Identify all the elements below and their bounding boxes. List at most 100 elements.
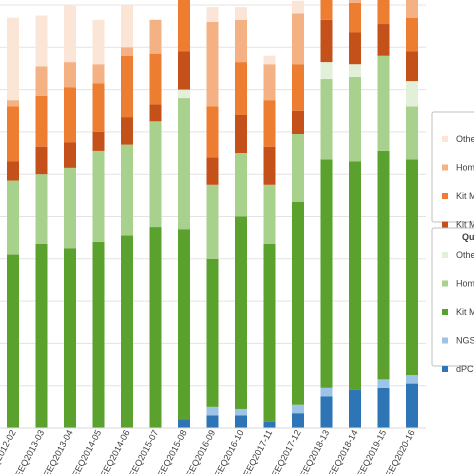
bar-segment (235, 415, 247, 428)
bar-segment (235, 7, 247, 20)
bar-segment (235, 153, 247, 217)
bar-segment (64, 62, 76, 88)
bar-segment (349, 0, 361, 3)
bar-segment (64, 167, 76, 249)
bar-segment (206, 21, 219, 107)
bar-segment (149, 53, 162, 105)
bar-segment (349, 2, 361, 33)
x-tick-label: EEQ2012-02 (0, 428, 18, 474)
bar-segment (7, 100, 19, 107)
legend-swatch (442, 221, 448, 228)
x-tick-label: EEQ2017-12 (270, 428, 303, 474)
bar-segment (377, 55, 390, 151)
bar-segment (92, 83, 105, 132)
bar-segment (263, 64, 276, 101)
bar-segment (178, 229, 190, 420)
bar-segment (349, 64, 361, 77)
bar-segment (121, 55, 133, 118)
legend-swatch (442, 164, 448, 171)
bar-segment (64, 248, 76, 428)
bar-segment (149, 19, 162, 54)
bar-segment (377, 379, 390, 388)
legend: Othe Home Kit M Kit M Qu Othe Home Kit M NGS dPC (431, 111, 474, 374)
bar-segment (64, 87, 76, 143)
bar-segment (64, 5, 76, 63)
bar-segment (320, 159, 333, 388)
bar-segment (377, 24, 390, 56)
bar-segment (35, 95, 48, 147)
legend-label: Othe (456, 134, 474, 144)
x-tick-label: EEQ2016-09 (184, 428, 217, 474)
bar-segment (320, 79, 333, 160)
legend-label: Home (456, 279, 474, 289)
bar-segment (377, 387, 390, 428)
x-tick-label: EEQ2014-06 (99, 428, 132, 474)
bar-segment (64, 142, 76, 168)
bar-segment (406, 383, 418, 428)
bar-segment (292, 110, 304, 135)
bar-segment (292, 201, 304, 405)
bar-segment (35, 66, 48, 96)
legend-label: NGS (456, 336, 474, 346)
legend-swatch (442, 309, 448, 315)
bar-segment (263, 100, 276, 147)
x-tick-label: EEQ2015-08 (156, 428, 189, 474)
bar-segment (121, 235, 133, 428)
legend-swatch (442, 337, 448, 344)
x-tick-labels: EEQ2012-02EEQ2013-03EEQ2013-04EEQ2014-05… (0, 428, 417, 474)
bar-segment (206, 106, 219, 158)
bar-segment (206, 7, 219, 22)
bar-segment (35, 174, 48, 244)
x-tick-label: EEQ2019-15 (355, 428, 388, 474)
bar-segment (206, 258, 219, 407)
bar-segment (7, 254, 19, 428)
bar-segment (121, 144, 133, 236)
legend-label: Kit M (456, 307, 474, 317)
legend-swatch (442, 366, 448, 372)
x-tick-label: EEQ2018-13 (298, 428, 331, 474)
bar-segment (349, 76, 361, 162)
bar-segment (406, 17, 418, 52)
bar-segment (349, 389, 361, 428)
bar-segment (406, 375, 418, 384)
x-tick-label: EEQ2015-07 (127, 428, 160, 474)
legend-swatch (442, 252, 448, 258)
legend-label: dPC (456, 364, 474, 374)
bar-segment (406, 159, 418, 376)
bar-segment (7, 180, 19, 255)
bar-segment (235, 114, 247, 154)
bar-segment (292, 0, 304, 14)
bar-segment (7, 17, 19, 101)
x-tick-label: EEQ2014-05 (70, 428, 103, 474)
bar-segment (235, 19, 247, 63)
bar-segment (320, 396, 333, 428)
bar-segment (206, 184, 219, 259)
bar-segment (292, 404, 304, 414)
x-tick-label: EEQ2020-16 (384, 428, 417, 474)
bar-segment (263, 421, 276, 428)
bar-segment (320, 387, 333, 397)
x-tick-label: EEQ2013-04 (42, 428, 75, 474)
legend-swatch (442, 136, 448, 142)
bar-segment (292, 64, 304, 111)
bar-segment (292, 13, 304, 65)
x-tick-label: EEQ2017-11 (241, 428, 274, 474)
bar-segment (263, 243, 276, 422)
bar-segment (92, 19, 105, 65)
bar-segment (349, 32, 361, 65)
bar-segment (320, 62, 333, 80)
bar-segment (235, 408, 247, 416)
x-tick-label: EEQ2013-03 (13, 428, 46, 474)
bar-segment (178, 98, 190, 230)
bar-segment (92, 131, 105, 151)
bar-segment (263, 184, 276, 244)
bar-segment (35, 146, 48, 175)
legend-box (431, 227, 474, 367)
bar-segment (320, 0, 333, 20)
bar-segment (178, 89, 190, 99)
x-tick-label: EEQ2018-14 (327, 428, 360, 474)
bar-segment (92, 64, 105, 84)
bar-segment (235, 216, 247, 409)
bar-segment (121, 47, 133, 56)
